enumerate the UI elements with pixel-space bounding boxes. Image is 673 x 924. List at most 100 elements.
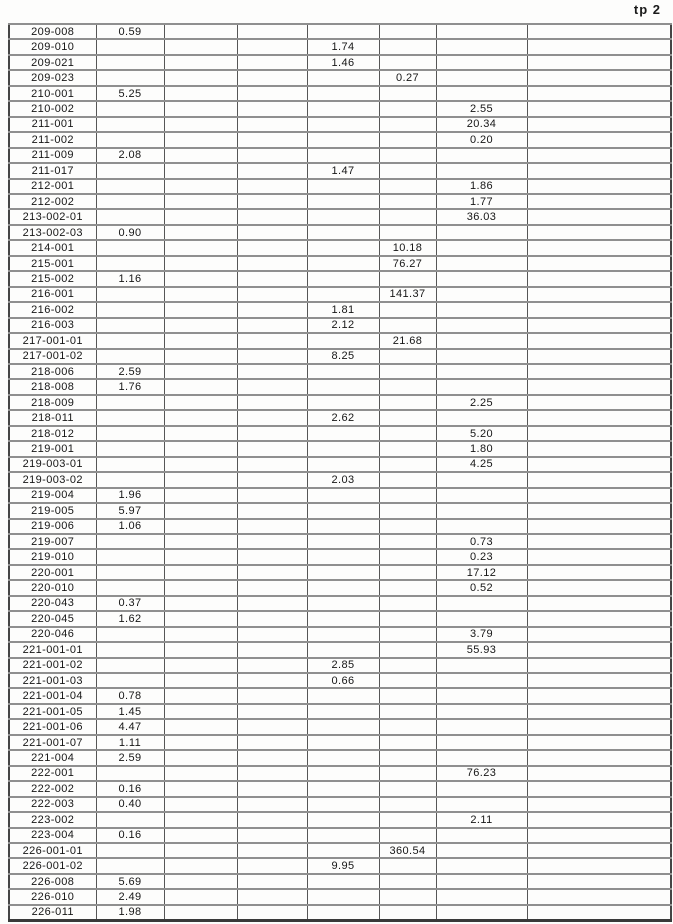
- value-cell: [236, 424, 308, 443]
- value-cell: [526, 532, 672, 551]
- value-cell: [163, 502, 238, 520]
- row-id-cell: 218-009: [8, 393, 97, 412]
- value-cell: [163, 53, 238, 72]
- value-cell: [306, 378, 380, 396]
- value-cell: [435, 285, 528, 304]
- value-cell: 2.85: [306, 656, 380, 675]
- value-cell: 55.93: [435, 641, 528, 659]
- value-cell: [435, 316, 528, 335]
- value-cell: [236, 594, 308, 613]
- value-cell: [306, 131, 380, 149]
- value-cell: [95, 208, 165, 226]
- value-cell: 20.34: [435, 115, 528, 134]
- value-cell: [526, 903, 672, 922]
- value-cell: [163, 594, 238, 613]
- table-row: 216-003 2.12: [8, 316, 672, 335]
- value-cell: [236, 409, 308, 427]
- value-cell: [95, 625, 165, 644]
- value-cell: [526, 486, 672, 505]
- value-cell: [163, 532, 238, 551]
- value-cell: [306, 795, 380, 814]
- value-cell: [526, 254, 672, 273]
- row-id-cell: 219-010: [8, 548, 97, 566]
- value-cell: 1.80: [435, 440, 528, 458]
- value-cell: [236, 285, 308, 304]
- value-cell: [306, 641, 380, 659]
- value-cell: 5.97: [95, 502, 165, 520]
- value-cell: [526, 718, 672, 736]
- value-cell: [526, 764, 672, 783]
- value-cell: [378, 903, 437, 922]
- value-cell: [236, 131, 308, 149]
- value-cell: [306, 532, 380, 551]
- value-cell: [306, 146, 380, 165]
- value-cell: [378, 548, 437, 566]
- value-cell: [526, 733, 672, 752]
- value-cell: [163, 625, 238, 644]
- value-cell: [236, 641, 308, 659]
- value-cell: [163, 780, 238, 798]
- data-table: 209-008 0.59 209-010 1.74 209-021 1.46 209-023…: [8, 22, 672, 922]
- value-cell: 2.59: [95, 749, 165, 767]
- table-row: 226-001-01 360.54: [8, 841, 672, 860]
- value-cell: [526, 424, 672, 443]
- value-cell: [526, 223, 672, 242]
- table-row: 221-001-05 1.45: [8, 702, 672, 721]
- value-cell: [95, 285, 165, 304]
- value-cell: [236, 301, 308, 319]
- table-row: 215-002 1.16: [8, 270, 672, 288]
- value-cell: [378, 857, 437, 875]
- row-id-cell: 210-001: [8, 84, 97, 103]
- value-cell: [236, 471, 308, 489]
- table-row: 218-008 1.76: [8, 378, 672, 396]
- table-row: 209-021 1.46: [8, 53, 672, 72]
- value-cell: 1.62: [95, 610, 165, 628]
- value-cell: [95, 177, 165, 196]
- value-cell: [163, 22, 238, 41]
- value-cell: [435, 517, 528, 535]
- value-cell: [163, 517, 238, 535]
- value-cell: [526, 811, 672, 829]
- value-cell: [95, 162, 165, 180]
- value-cell: [526, 332, 672, 350]
- row-id-cell: 219-003-01: [8, 455, 97, 474]
- value-cell: [95, 239, 165, 257]
- value-cell: [163, 270, 238, 288]
- value-cell: [306, 177, 380, 196]
- value-cell: 1.11: [95, 733, 165, 752]
- value-cell: 2.08: [95, 146, 165, 165]
- value-cell: [526, 347, 672, 365]
- value-cell: [306, 362, 380, 381]
- table-row: 226-001-02 9.95: [8, 857, 672, 875]
- value-cell: [163, 903, 238, 922]
- value-cell: [526, 100, 672, 118]
- table-row: 220-043 0.37: [8, 594, 672, 613]
- value-cell: [95, 532, 165, 551]
- value-cell: 141.37: [378, 285, 437, 304]
- value-cell: [236, 672, 308, 690]
- value-cell: 10.18: [378, 239, 437, 257]
- value-cell: [95, 100, 165, 118]
- table-row: 218-012 5.20: [8, 424, 672, 443]
- value-cell: [526, 208, 672, 226]
- value-cell: 0.59: [95, 22, 165, 41]
- table-row: 219-005 5.97: [8, 502, 672, 520]
- value-cell: 1.86: [435, 177, 528, 196]
- value-cell: [306, 517, 380, 535]
- value-cell: [163, 409, 238, 427]
- table-row: 209-008 0.59: [8, 22, 672, 41]
- value-cell: [163, 177, 238, 196]
- value-cell: [236, 208, 308, 226]
- value-cell: [435, 702, 528, 721]
- value-cell: 0.73: [435, 532, 528, 551]
- value-cell: [435, 733, 528, 752]
- value-cell: 76.23: [435, 764, 528, 783]
- row-id-cell: 219-006: [8, 517, 97, 535]
- value-cell: 0.40: [95, 795, 165, 814]
- table-row: 211-001 20.34: [8, 115, 672, 134]
- table-row: 220-046 3.79: [8, 625, 672, 644]
- value-cell: [236, 872, 308, 891]
- value-cell: 1.46: [306, 53, 380, 72]
- value-cell: [95, 656, 165, 675]
